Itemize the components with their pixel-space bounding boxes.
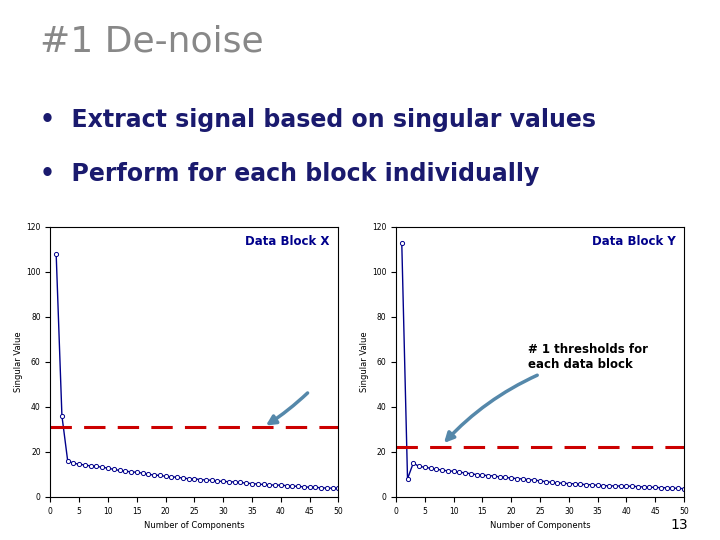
Text: #1 De-noise: #1 De-noise bbox=[40, 24, 264, 58]
Text: •  Extract signal based on singular values: • Extract signal based on singular value… bbox=[40, 108, 595, 132]
Text: Data Block X: Data Block X bbox=[246, 235, 330, 248]
Y-axis label: Singular Value: Singular Value bbox=[14, 332, 24, 392]
X-axis label: Number of Components: Number of Components bbox=[144, 521, 245, 530]
Y-axis label: Singular Value: Singular Value bbox=[360, 332, 369, 392]
Text: •  Perform for each block individually: • Perform for each block individually bbox=[40, 162, 539, 186]
Text: Data Block Y: Data Block Y bbox=[592, 235, 675, 248]
X-axis label: Number of Components: Number of Components bbox=[490, 521, 590, 530]
Text: 13: 13 bbox=[670, 518, 688, 532]
Text: # 1 thresholds for
each data block: # 1 thresholds for each data block bbox=[446, 343, 649, 440]
